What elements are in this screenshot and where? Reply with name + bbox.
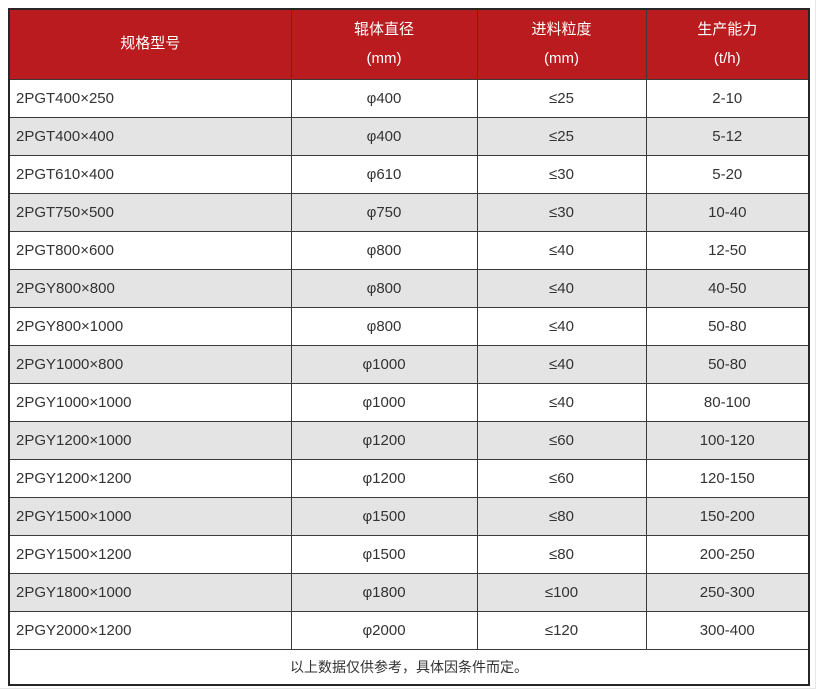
table-row: 2PGY1200×1200 φ1200 ≤60 120-150 xyxy=(8,458,810,498)
table-header: 规格型号 辊体直径 (mm) 进料粒度 (mm) 生产能力 (t/h) xyxy=(8,8,810,80)
cell-capacity: 80-100 xyxy=(645,382,810,422)
header-row: 规格型号 辊体直径 (mm) 进料粒度 (mm) 生产能力 (t/h) xyxy=(8,8,810,80)
cell-diameter: φ400 xyxy=(290,116,478,156)
cell-feed-size: ≤25 xyxy=(476,78,647,118)
table-row: 2PGY2000×1200 φ2000 ≤120 300-400 xyxy=(8,610,810,650)
cell-diameter: φ750 xyxy=(290,192,478,232)
cell-model: 2PGY800×1000 xyxy=(8,306,292,346)
header-cell-diameter: 辊体直径 (mm) xyxy=(290,8,478,80)
cell-diameter: φ1500 xyxy=(290,534,478,574)
header-label: 规格型号 xyxy=(120,35,181,53)
cell-model: 2PGY1500×1200 xyxy=(8,534,292,574)
cell-diameter: φ800 xyxy=(290,306,478,346)
cell-diameter: φ400 xyxy=(290,78,478,118)
table-row: 2PGY1200×1000 φ1200 ≤60 100-120 xyxy=(8,420,810,460)
cell-feed-size: ≤60 xyxy=(476,458,647,498)
cell-capacity: 50-80 xyxy=(645,306,810,346)
cell-model: 2PGT800×600 xyxy=(8,230,292,270)
cell-capacity: 5-20 xyxy=(645,154,810,194)
table-row: 2PGT610×400 φ610 ≤30 5-20 xyxy=(8,154,810,194)
cell-feed-size: ≤40 xyxy=(476,230,647,270)
cell-diameter: φ1800 xyxy=(290,572,478,612)
cell-feed-size: ≤80 xyxy=(476,534,647,574)
table-row: 2PGY1500×1000 φ1500 ≤80 150-200 xyxy=(8,496,810,536)
header-cell-capacity: 生产能力 (t/h) xyxy=(645,8,810,80)
cell-diameter: φ2000 xyxy=(290,610,478,650)
cell-capacity: 2-10 xyxy=(645,78,810,118)
cell-capacity: 10-40 xyxy=(645,192,810,232)
cell-feed-size: ≤30 xyxy=(476,192,647,232)
table-row: 2PGT750×500 φ750 ≤30 10-40 xyxy=(8,192,810,232)
cell-capacity: 120-150 xyxy=(645,458,810,498)
cell-capacity: 40-50 xyxy=(645,268,810,308)
cell-diameter: φ610 xyxy=(290,154,478,194)
cell-feed-size: ≤40 xyxy=(476,306,647,346)
header-unit: (t/h) xyxy=(713,49,741,67)
table-row: 2PGY1000×800 φ1000 ≤40 50-80 xyxy=(8,344,810,384)
table-footer: 以上数据仅供参考，具体因条件而定。 xyxy=(8,648,810,686)
cell-diameter: φ800 xyxy=(290,230,478,270)
table-body: 2PGT400×250 φ400 ≤25 2-10 2PGT400×400 φ4… xyxy=(8,78,810,650)
cell-model: 2PGY1200×1000 xyxy=(8,420,292,460)
spec-table: 规格型号 辊体直径 (mm) 进料粒度 (mm) 生产能力 (t/h) xyxy=(8,8,810,686)
table-row: 2PGY1000×1000 φ1000 ≤40 80-100 xyxy=(8,382,810,422)
cell-feed-size: ≤25 xyxy=(476,116,647,156)
cell-diameter: φ1500 xyxy=(290,496,478,536)
cell-model: 2PGY1000×1000 xyxy=(8,382,292,422)
cell-diameter: φ1000 xyxy=(290,382,478,422)
table-row: 2PGY1500×1200 φ1500 ≤80 200-250 xyxy=(8,534,810,574)
cell-model: 2PGY1000×800 xyxy=(8,344,292,384)
header-unit: (mm) xyxy=(544,49,579,67)
table-row: 2PGY800×1000 φ800 ≤40 50-80 xyxy=(8,306,810,346)
cell-diameter: φ800 xyxy=(290,268,478,308)
cell-model: 2PGY2000×1200 xyxy=(8,610,292,650)
cell-feed-size: ≤120 xyxy=(476,610,647,650)
table-row: 2PGT400×250 φ400 ≤25 2-10 xyxy=(8,78,810,118)
cell-capacity: 300-400 xyxy=(645,610,810,650)
header-label: 进料粒度 xyxy=(531,20,592,38)
table-row: 2PGT800×600 φ800 ≤40 12-50 xyxy=(8,230,810,270)
cell-capacity: 5-12 xyxy=(645,116,810,156)
header-label: 辊体直径 xyxy=(353,20,414,38)
cell-capacity: 100-120 xyxy=(645,420,810,460)
cell-diameter: φ1000 xyxy=(290,344,478,384)
cell-capacity: 12-50 xyxy=(645,230,810,270)
cell-model: 2PGY1500×1000 xyxy=(8,496,292,536)
cell-feed-size: ≤40 xyxy=(476,382,647,422)
footer-note: 以上数据仅供参考，具体因条件而定。 xyxy=(8,648,810,686)
cell-capacity: 250-300 xyxy=(645,572,810,612)
cell-diameter: φ1200 xyxy=(290,458,478,498)
cell-capacity: 50-80 xyxy=(645,344,810,384)
cell-feed-size: ≤40 xyxy=(476,268,647,308)
cell-model: 2PGY1800×1000 xyxy=(8,572,292,612)
cell-capacity: 150-200 xyxy=(645,496,810,536)
cell-feed-size: ≤60 xyxy=(476,420,647,460)
table-row: 2PGY800×800 φ800 ≤40 40-50 xyxy=(8,268,810,308)
header-cell-feed-size: 进料粒度 (mm) xyxy=(476,8,647,80)
cell-model: 2PGY800×800 xyxy=(8,268,292,308)
cell-capacity: 200-250 xyxy=(645,534,810,574)
cell-feed-size: ≤30 xyxy=(476,154,647,194)
header-unit: (mm) xyxy=(366,49,402,67)
cell-diameter: φ1200 xyxy=(290,420,478,460)
cell-feed-size: ≤40 xyxy=(476,344,647,384)
header-cell-model: 规格型号 xyxy=(8,8,292,80)
footer-row: 以上数据仅供参考，具体因条件而定。 xyxy=(8,648,810,686)
table-row: 2PGT400×400 φ400 ≤25 5-12 xyxy=(8,116,810,156)
cell-model: 2PGT400×400 xyxy=(8,116,292,156)
cell-model: 2PGT610×400 xyxy=(8,154,292,194)
cell-feed-size: ≤80 xyxy=(476,496,647,536)
cell-model: 2PGT750×500 xyxy=(8,192,292,232)
cell-feed-size: ≤100 xyxy=(476,572,647,612)
header-label: 生产能力 xyxy=(697,20,758,38)
table-row: 2PGY1800×1000 φ1800 ≤100 250-300 xyxy=(8,572,810,612)
cell-model: 2PGY1200×1200 xyxy=(8,458,292,498)
cell-model: 2PGT400×250 xyxy=(8,78,292,118)
